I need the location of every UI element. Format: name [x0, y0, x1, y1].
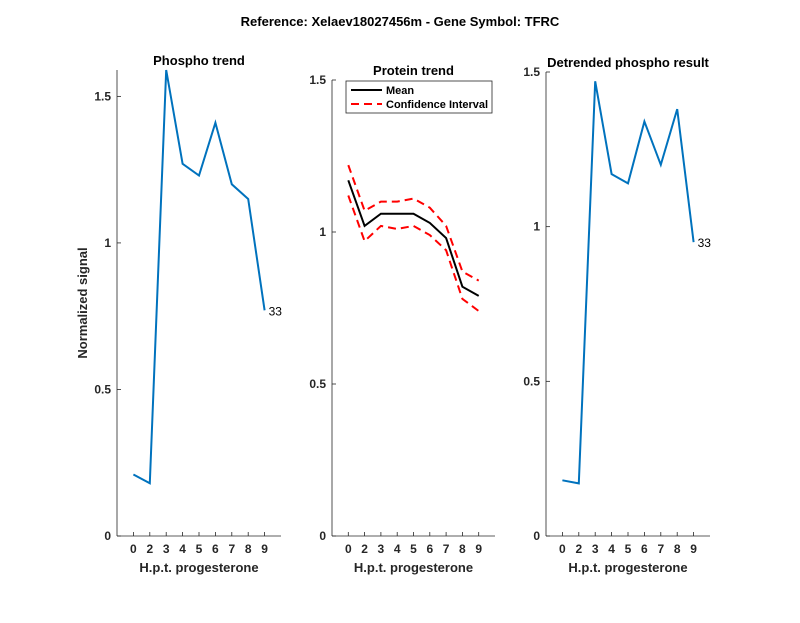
- x-axis-label: H.p.t. progesterone: [139, 560, 258, 575]
- figure-title: Reference: Xelaev18027456m - Gene Symbol…: [241, 14, 560, 29]
- x-tick-label: 4: [179, 542, 186, 556]
- series-line-phospho: [133, 70, 264, 483]
- y-tick-label: 0: [533, 529, 540, 543]
- x-tick-label: 7: [657, 542, 664, 556]
- x-tick-label: 8: [459, 542, 466, 556]
- x-tick-label: 5: [410, 542, 417, 556]
- y-tick-label: 1.5: [523, 65, 540, 79]
- x-tick-label: 6: [641, 542, 648, 556]
- legend-entry: Confidence Interval: [386, 99, 488, 111]
- y-tick-label: 1: [104, 236, 111, 250]
- x-tick-label: 8: [674, 542, 681, 556]
- panel-title: Detrended phospho result: [547, 55, 709, 70]
- y-tick-label: 1: [533, 220, 540, 234]
- y-tick-label: 1.5: [94, 89, 111, 103]
- x-tick-label: 5: [196, 542, 203, 556]
- x-tick-label: 0: [345, 542, 352, 556]
- x-tick-label: 4: [394, 542, 401, 556]
- x-tick-label: 2: [146, 542, 153, 556]
- y-tick-label: 0: [104, 529, 111, 543]
- legend-entry: Mean: [386, 85, 414, 97]
- x-tick-label: 0: [130, 542, 137, 556]
- x-axis-label: H.p.t. progesterone: [354, 560, 473, 575]
- series-line-detrended: [562, 81, 693, 483]
- point-annotation: 33: [269, 304, 283, 318]
- x-tick-label: 3: [163, 542, 170, 556]
- x-tick-label: 8: [245, 542, 252, 556]
- point-annotation: 33: [698, 236, 712, 250]
- y-tick-label: 0: [319, 529, 326, 543]
- x-axis-label: H.p.t. progesterone: [568, 560, 687, 575]
- y-axis-label: Normalized signal: [75, 247, 90, 358]
- x-tick-label: 7: [443, 542, 450, 556]
- x-tick-label: 7: [228, 542, 235, 556]
- x-tick-label: 6: [426, 542, 433, 556]
- x-tick-label: 2: [361, 542, 368, 556]
- y-tick-label: 1: [319, 225, 326, 239]
- x-tick-label: 9: [261, 542, 268, 556]
- y-tick-label: 0.5: [309, 377, 326, 391]
- x-tick-label: 3: [592, 542, 599, 556]
- x-tick-label: 4: [608, 542, 615, 556]
- panel-title: Protein trend: [373, 63, 454, 78]
- y-tick-label: 0.5: [523, 374, 540, 388]
- x-tick-label: 3: [378, 542, 385, 556]
- x-tick-label: 5: [625, 542, 632, 556]
- panel-title: Phospho trend: [153, 53, 245, 68]
- x-tick-label: 9: [475, 542, 482, 556]
- x-tick-label: 0: [559, 542, 566, 556]
- x-tick-label: 9: [690, 542, 697, 556]
- y-tick-label: 1.5: [309, 73, 326, 87]
- x-tick-label: 6: [212, 542, 219, 556]
- y-tick-label: 0.5: [94, 382, 111, 396]
- x-tick-label: 2: [575, 542, 582, 556]
